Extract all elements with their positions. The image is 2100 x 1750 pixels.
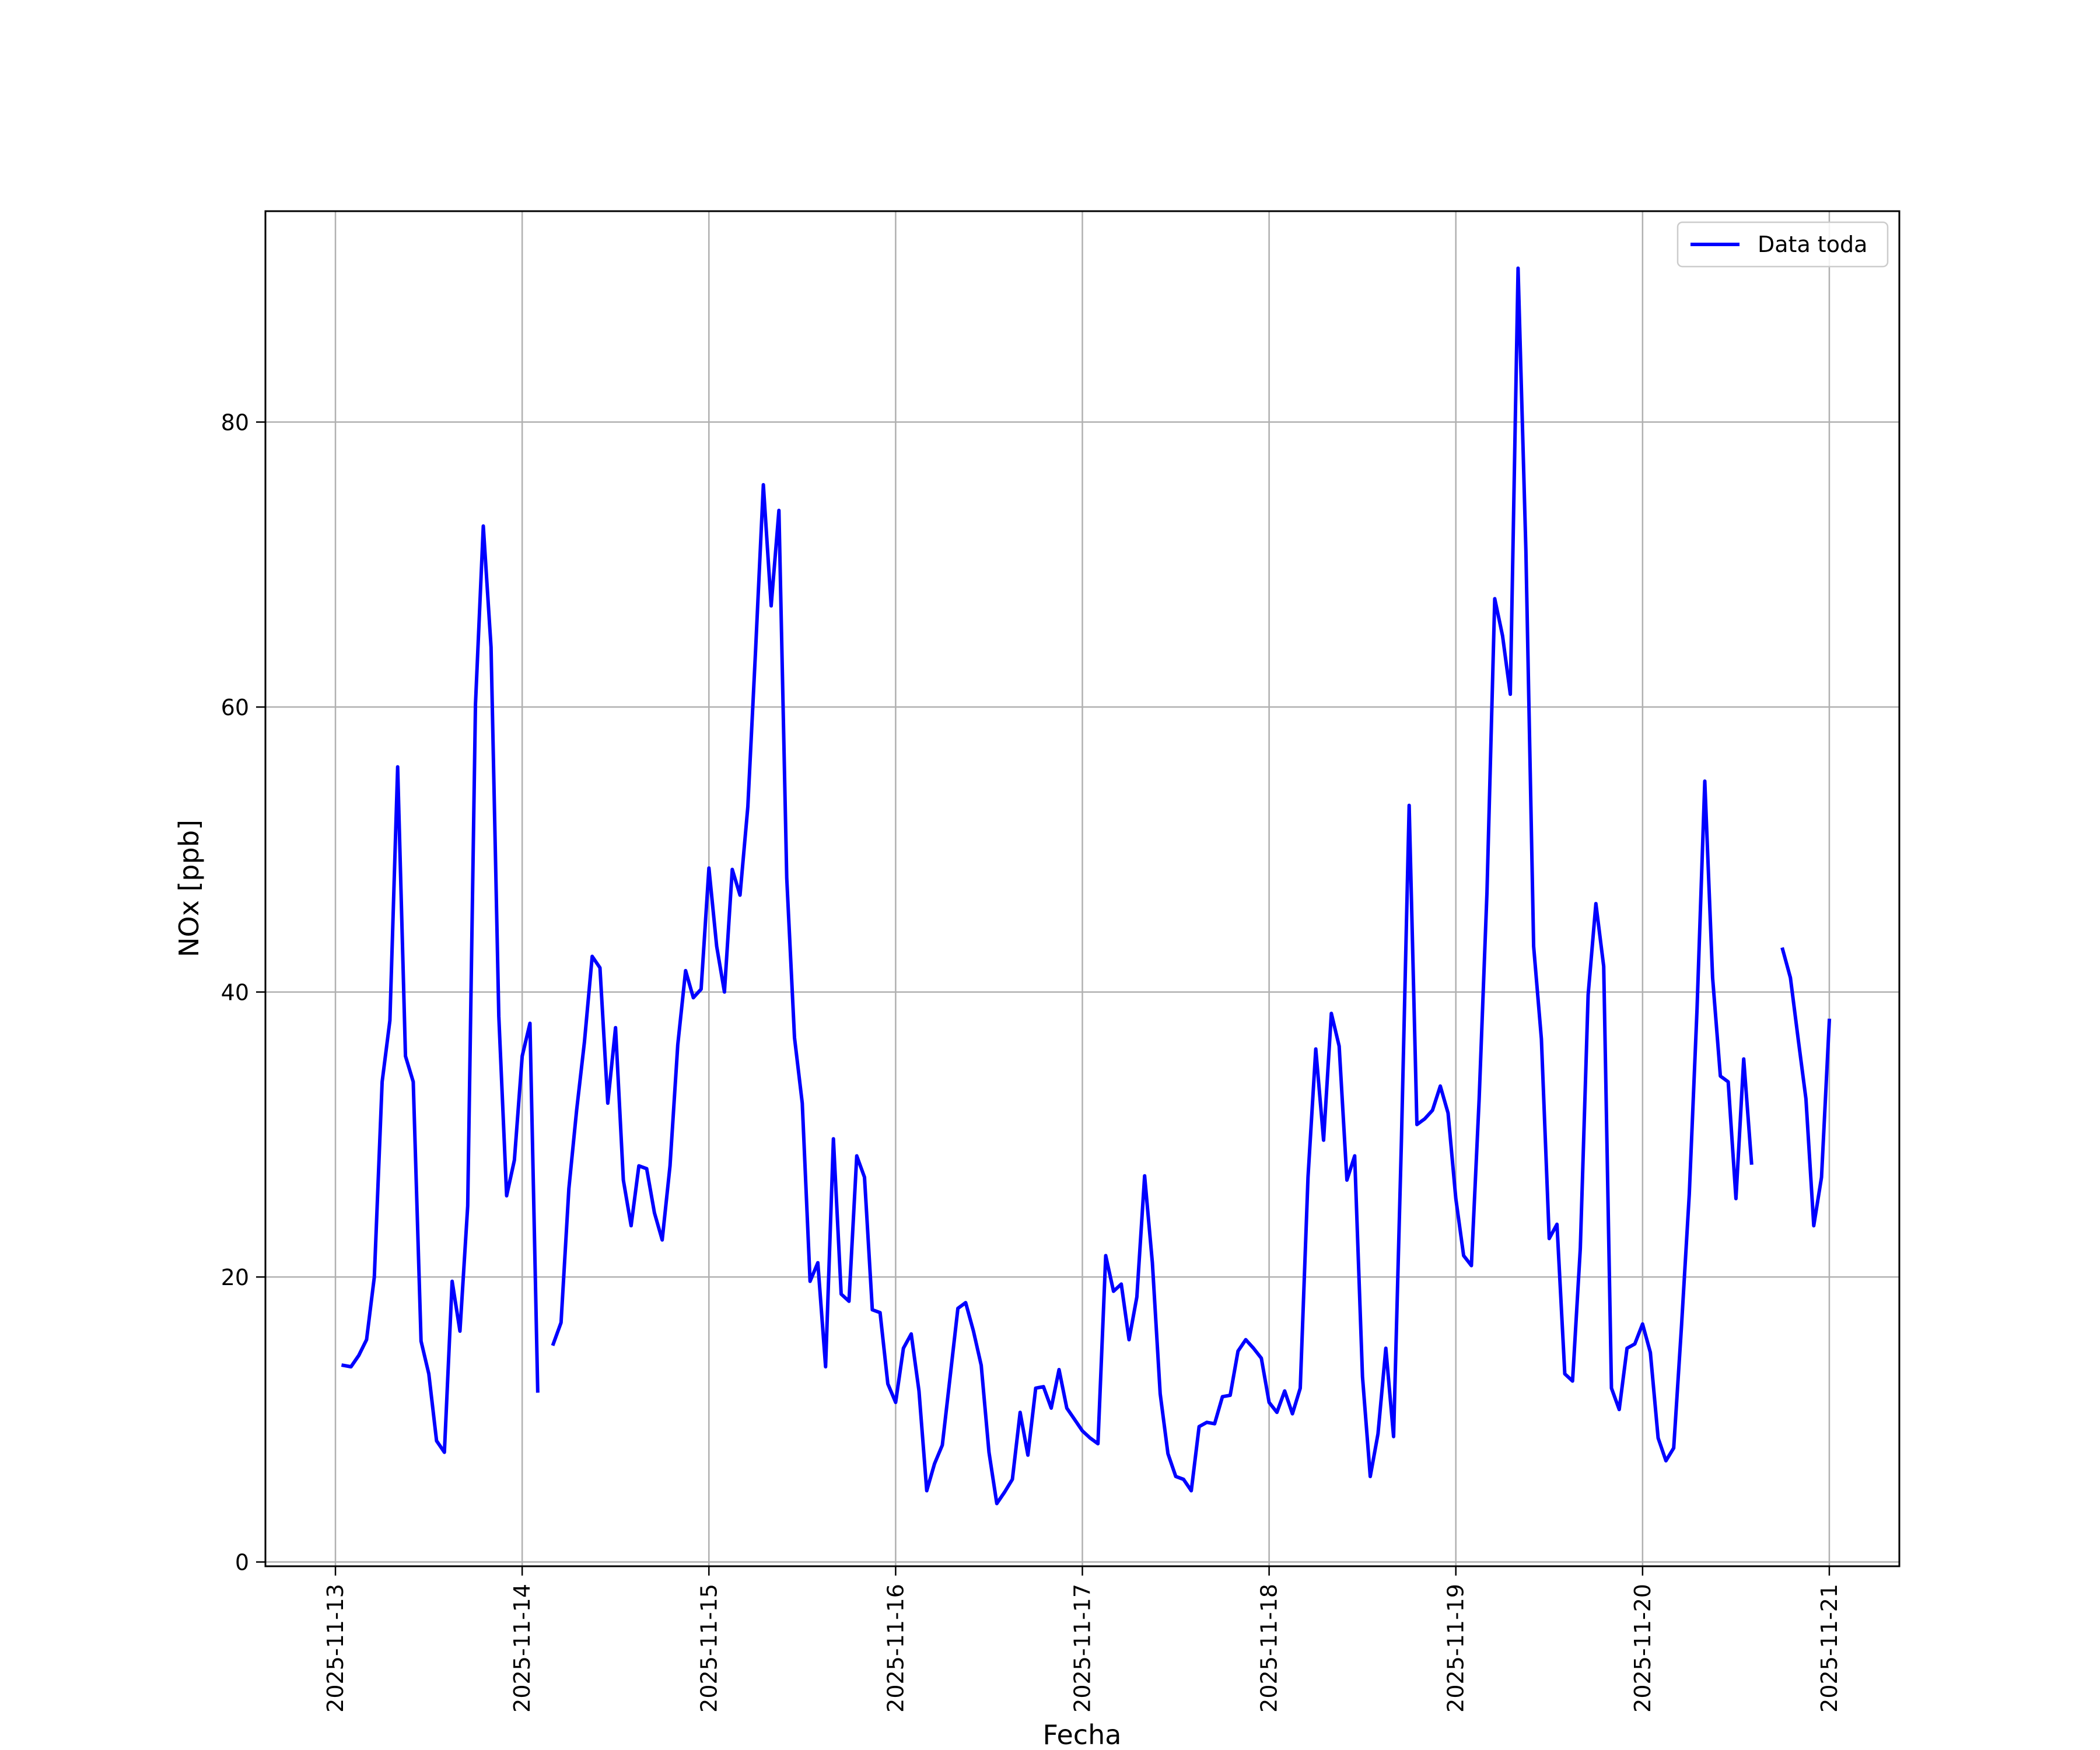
- x-axis: 2025-11-13 2025-11-14 2025-11-15 2025-11-16…: [323, 1566, 1842, 1713]
- x-tick-label: 2025-11-15: [696, 1584, 722, 1713]
- y-tick-label: 20: [221, 1265, 249, 1290]
- x-tick-label: 2025-11-20: [1630, 1584, 1656, 1713]
- series-layer: [341, 266, 1832, 1506]
- y-axis: 0 20 40 60 80: [221, 410, 265, 1576]
- legend-label: Data toda: [1758, 232, 1867, 257]
- x-tick-label: 2025-11-13: [323, 1584, 348, 1713]
- x-tick-label: 2025-11-21: [1817, 1584, 1842, 1713]
- y-tick-label: 40: [221, 980, 249, 1006]
- series-line-segment: [551, 266, 1754, 1506]
- x-axis-label: Fecha: [1043, 1719, 1122, 1750]
- series-line-segment: [341, 524, 540, 1454]
- x-tick-label: 2025-11-16: [883, 1584, 908, 1713]
- y-axis-label: NOx [ppb]: [173, 820, 205, 957]
- series-line-segment: [1780, 947, 1832, 1228]
- x-tick-label: 2025-11-14: [509, 1584, 535, 1713]
- legend: Data toda: [1676, 221, 1889, 268]
- x-tick-label: 2025-11-18: [1256, 1584, 1282, 1713]
- y-tick-label: 60: [221, 695, 249, 720]
- y-tick-label: 80: [221, 410, 249, 436]
- x-tick-label: 2025-11-19: [1443, 1584, 1469, 1713]
- y-tick-label: 0: [235, 1550, 249, 1576]
- legend-box: [1676, 221, 1889, 268]
- x-tick-label: 2025-11-17: [1070, 1584, 1096, 1713]
